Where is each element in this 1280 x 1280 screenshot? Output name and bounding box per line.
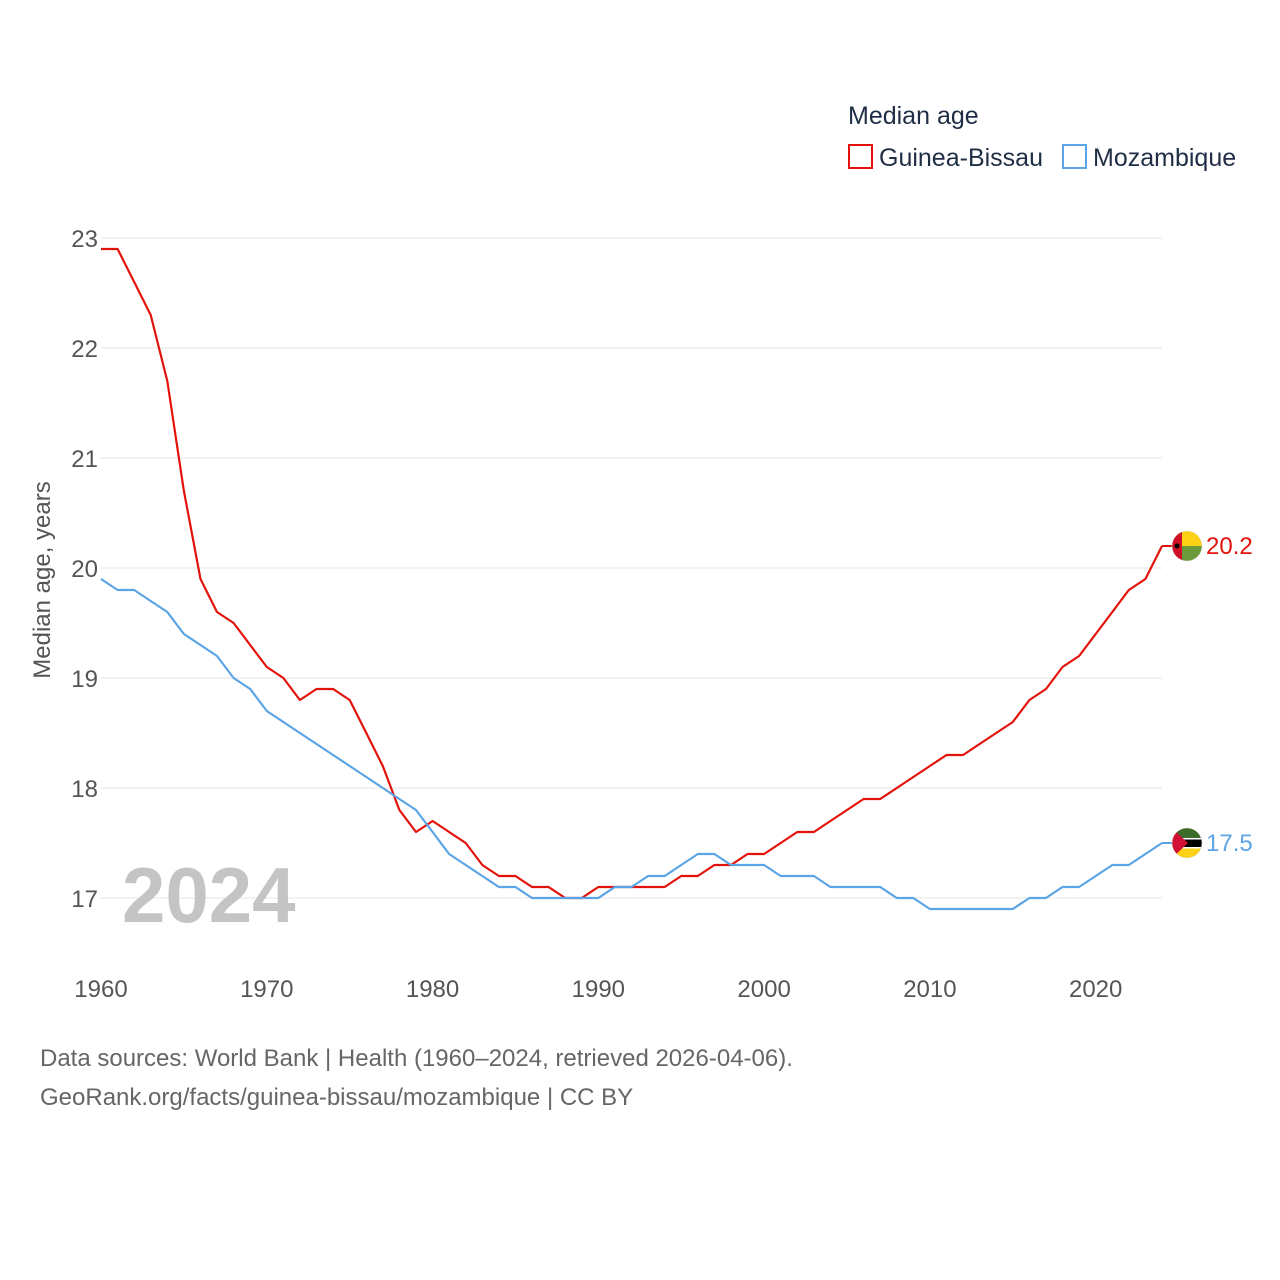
- y-axis-ticks: 17 18 19 20 21 22 23: [71, 226, 98, 913]
- legend-label-mozambique: Mozambique: [1093, 144, 1236, 172]
- legend-item-guinea-bissau[interactable]: Guinea-Bissau: [848, 144, 1043, 172]
- legend-label-guinea-bissau: Guinea-Bissau: [879, 144, 1043, 172]
- guinea-bissau-flag-icon: [1172, 531, 1202, 561]
- series-lines: [100, 247, 1163, 911]
- end-value-label-guinea-bissau: 20.2: [1206, 533, 1253, 560]
- legend-item-mozambique[interactable]: Mozambique: [1062, 144, 1236, 172]
- year-watermark: 2024: [122, 851, 296, 939]
- x-tick-label-1960: 1960: [74, 976, 127, 1003]
- x-axis-ticks: 1960 1970 1980 1990 2000 2010 2020: [74, 976, 1122, 1003]
- footer-link-text[interactable]: GeoRank.org/facts/guinea-bissau/mozambiq…: [40, 1084, 634, 1111]
- y-axis-title: Median age, years: [29, 481, 56, 678]
- x-tick-label-2010: 2010: [903, 976, 956, 1003]
- mozambique-flag-icon: [1172, 828, 1202, 858]
- y-tick-label-19: 19: [71, 666, 98, 693]
- x-tick-label-2020: 2020: [1069, 976, 1122, 1003]
- legend-title: Median age: [848, 102, 979, 130]
- footer-source-text: Data sources: World Bank | Health (1960–…: [40, 1045, 793, 1072]
- y-tick-label-20: 20: [71, 556, 98, 583]
- grid-lines: [101, 237, 1162, 899]
- series-line-guinea-bissau: [101, 247, 1163, 900]
- x-tick-label-2000: 2000: [737, 976, 790, 1003]
- y-tick-label-21: 21: [71, 446, 98, 473]
- y-tick-label-18: 18: [71, 776, 98, 803]
- x-tick-label-1980: 1980: [406, 976, 459, 1003]
- legend-swatch-mozambique: [1062, 144, 1087, 169]
- legend: Median age Guinea-Bissau Mozambique: [848, 102, 1236, 172]
- line-chart: 17 18 19 20 21 22 23 1960 1970 1980 1990 2000 2010 2…: [29, 102, 1253, 1003]
- legend-swatch-guinea-bissau: [848, 144, 873, 169]
- x-tick-label-1990: 1990: [572, 976, 625, 1003]
- y-tick-label-23: 23: [71, 226, 98, 253]
- y-tick-label-22: 22: [71, 336, 98, 363]
- y-tick-label-17: 17: [71, 886, 98, 913]
- x-tick-label-1970: 1970: [240, 976, 293, 1003]
- series-line-mozambique: [100, 578, 1163, 911]
- end-value-label-mozambique: 17.5: [1206, 830, 1253, 857]
- series-endpoints: 20.2 17.5: [1162, 530, 1253, 859]
